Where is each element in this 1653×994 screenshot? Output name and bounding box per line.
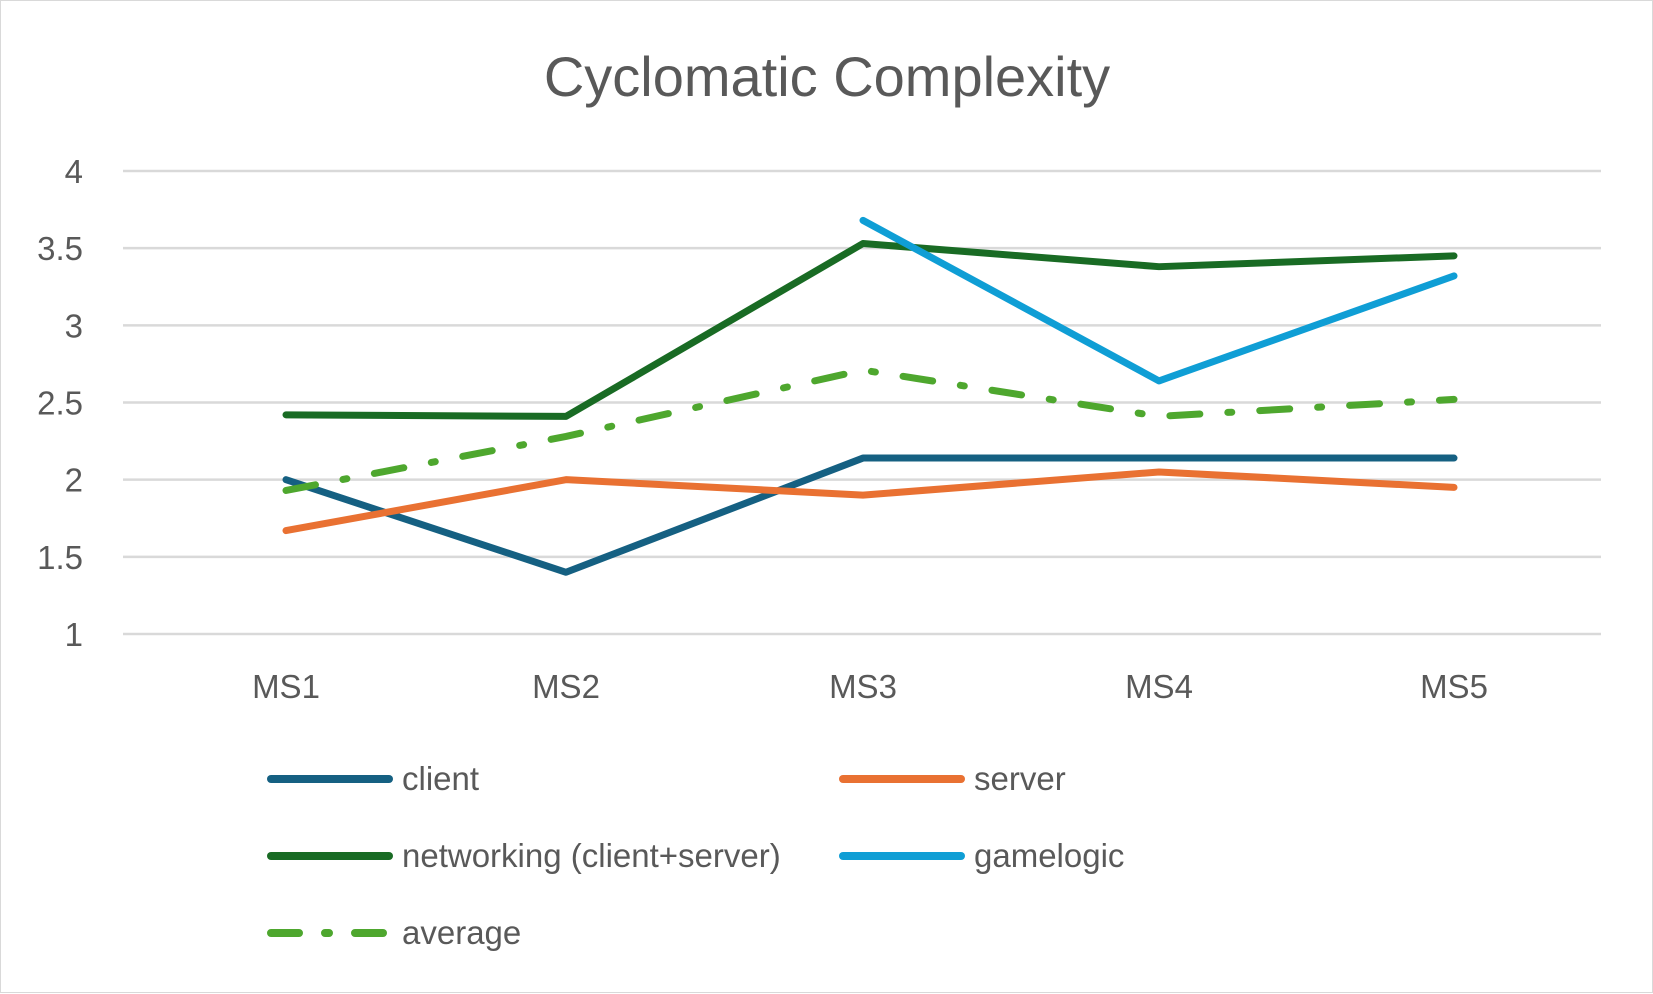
legend-label: client — [402, 760, 479, 797]
x-tick-label: MS5 — [1420, 668, 1488, 705]
y-tick-label: 3 — [65, 307, 83, 344]
y-axis-tick-labels: 1 1.5 2 2.5 3 3.5 4 — [37, 153, 83, 653]
x-tick-label: MS3 — [829, 668, 897, 705]
chart-title: Cyclomatic Complexity — [544, 45, 1110, 108]
legend: client server networking (client+server) ga… — [267, 760, 1124, 951]
series-line-client — [282, 454, 1458, 576]
x-tick-label: MS1 — [252, 668, 320, 705]
series-line-server — [282, 468, 1458, 535]
y-tick-label: 1 — [65, 616, 83, 653]
legend-label: server — [974, 760, 1066, 797]
y-tick-label: 4 — [65, 153, 83, 190]
y-tick-label: 3.5 — [37, 230, 83, 267]
y-tick-label: 2 — [65, 462, 83, 499]
legend-label: networking (client+server) — [402, 837, 781, 874]
legend-label: gamelogic — [974, 837, 1124, 874]
y-tick-label: 1.5 — [37, 539, 83, 576]
y-tick-label: 2.5 — [37, 385, 83, 422]
series-line-networking-client-server — [282, 240, 1458, 420]
legend-label: average — [402, 914, 521, 951]
series-line-average — [282, 366, 1458, 494]
series-lines — [282, 216, 1458, 576]
x-tick-label: MS2 — [532, 668, 600, 705]
x-tick-label: MS4 — [1125, 668, 1193, 705]
x-axis-tick-labels: MS1 MS2 MS3 MS4 MS5 — [252, 668, 1488, 705]
series-line-gamelogic — [859, 216, 1458, 385]
